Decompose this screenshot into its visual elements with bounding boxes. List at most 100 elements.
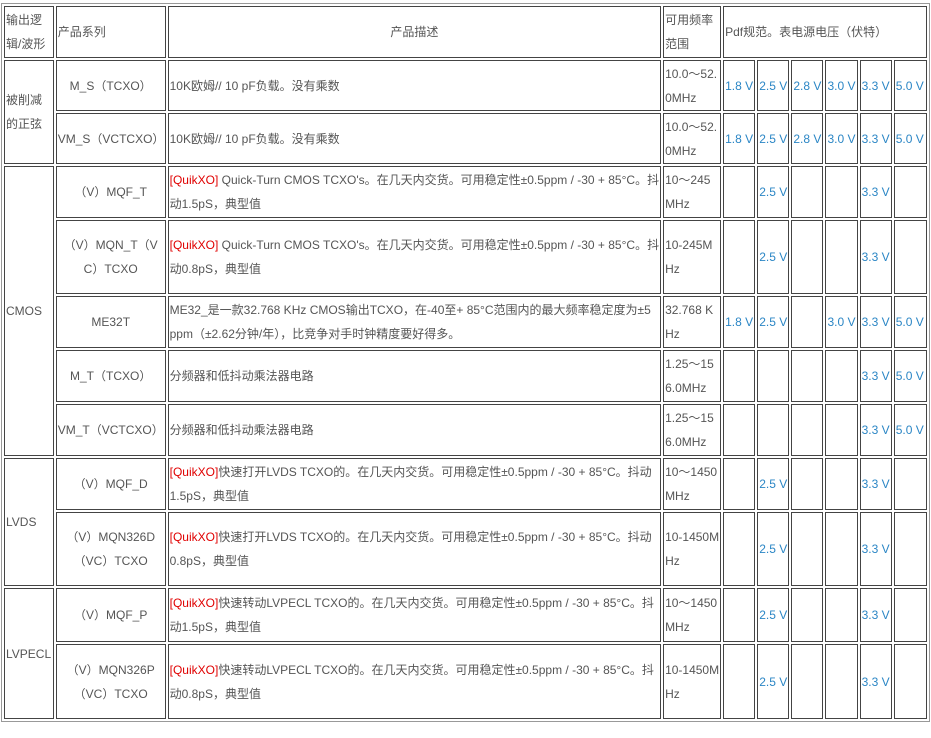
voltage-cell [791,404,824,456]
voltage-cell [723,166,756,218]
voltage-cell [723,512,756,586]
voltage-cell [825,220,858,294]
voltage-cell[interactable]: 2.8 V [791,113,824,164]
freq-cell: 32.768 KHz [663,296,722,348]
description-text: 分频器和低抖动乘法器电路 [169,423,314,437]
series-cell: M_S（TCXO） [55,60,166,111]
voltage-cell[interactable]: 3.3 V [859,350,892,402]
description-cell: [QuikXO] Quick-Turn CMOS TCXO's。在几天内交货。可… [167,220,662,294]
description-text: 快速打开LVDS TCXO的。在几天内交货。可用稳定性±0.5ppm / -30… [169,465,652,503]
quikxo-tag[interactable]: [QuikXO] [169,530,219,544]
voltage-cell [757,404,790,456]
description-cell: [QuikXO]快速转动LVPECL TCXO的。在几天内交货。可用稳定性±0.… [167,588,662,642]
voltage-cell[interactable]: 3.3 V [859,644,892,719]
voltage-cell[interactable]: 3.0 V [825,296,858,348]
quikxo-tag[interactable]: [QuikXO] [169,596,219,610]
logic-cell: CMOS [4,166,54,456]
table-row: （V）MQN326P（VC）TCXO [QuikXO]快速转动LVPECL TCX… [4,644,927,719]
voltage-cell[interactable]: 2.8 V [791,60,824,111]
voltage-cell [791,588,824,642]
voltage-cell[interactable]: 3.0 V [825,60,858,111]
voltage-cell[interactable]: 2.5 V [757,220,790,294]
description-text: 快速转动LVPECL TCXO的。在几天内交货。可用稳定性±0.5ppm / -… [169,596,654,634]
voltage-cell[interactable]: 3.3 V [859,220,892,294]
voltage-cell [825,458,858,510]
header-freq: 可用频率范围 [663,6,722,58]
table-row: LVPECL （V）MQF_P [QuikXO]快速转动LVPECL TCXO的。在… [4,588,927,719]
voltage-cell [791,458,824,510]
voltage-cell [791,296,824,348]
voltage-cell[interactable]: 2.5 V [757,60,790,111]
description-text: 快速打开LVDS TCXO的。在几天内交货。可用稳定性±0.5ppm / -30… [169,530,652,568]
freq-cell: 1.25～156.0MHz [663,404,722,456]
quikxo-tag[interactable]: [QuikXO] [169,662,219,677]
voltage-cell [893,644,927,719]
voltage-cell[interactable]: 3.3 V [859,60,892,111]
voltage-cell[interactable]: 3.3 V [859,296,892,348]
voltage-cell[interactable]: 2.5 V [757,113,790,164]
voltage-cell [825,404,858,456]
voltage-cell[interactable]: 2.5 V [757,512,790,586]
product-table: 输出逻辑/波形 产品系列 产品描述 可用频率范围 Pdf规范。表电源电压（伏特）… [1,3,930,722]
voltage-cell [893,166,927,218]
description-cell: [QuikXO]快速打开LVDS TCXO的。在几天内交货。可用稳定性±0.5p… [167,458,662,510]
voltage-cell[interactable]: 1.8 V [723,60,756,111]
table-row: （V）MQN_T（VC）TCXO [QuikXO] Quick-Turn CMOS… [4,220,927,294]
header-description: 产品描述 [167,6,662,58]
voltage-cell[interactable]: 2.5 V [757,644,790,719]
voltage-cell[interactable]: 3.3 V [859,588,892,642]
voltage-cell [893,588,927,642]
voltage-cell[interactable]: 3.3 V [859,512,892,586]
voltage-cell [893,512,927,586]
quikxo-tag[interactable]: [QuikXO] [169,238,219,252]
quikxo-tag[interactable]: [QuikXO] [169,173,219,187]
description-text: Quick-Turn CMOS TCXO's。在几天内交货。可用稳定性±0.5p… [169,173,660,211]
voltage-cell[interactable]: 3.3 V [859,113,892,164]
voltage-cell[interactable]: 5.0 V [893,404,927,456]
voltage-cell[interactable]: 2.5 V [757,166,790,218]
voltage-cell [825,350,858,402]
table-row: VM_S（VCTCXO） 10K欧姆// 10 pF负载。没有乘数 10.0～52.… [4,113,927,164]
voltage-cell [791,350,824,402]
freq-cell: 10～1450 MHz [663,458,722,510]
voltage-cell[interactable]: 2.5 V [757,458,790,510]
voltage-cell[interactable]: 5.0 V [893,350,927,402]
voltage-cell[interactable]: 3.0 V [825,113,858,164]
freq-cell: 10.0～52.0MHz [663,113,722,164]
quikxo-tag[interactable]: [QuikXO] [169,465,219,479]
header-row: 输出逻辑/波形 产品系列 产品描述 可用频率范围 Pdf规范。表电源电压（伏特） [4,6,927,58]
table-row: 被削减的正弦 M_S（TCXO） 10K欧姆// 10 pF负载。没有乘数 10.0～… [4,60,927,164]
voltage-cell[interactable]: 2.5 V [757,588,790,642]
table-row: （V）MQN326D（VC）TCXO [QuikXO]快速打开LVDS TCXO的… [4,512,927,586]
voltage-cell[interactable]: 1.8 V [723,296,756,348]
voltage-cell[interactable]: 3.3 V [859,458,892,510]
voltage-cell[interactable]: 5.0 V [893,296,927,348]
freq-cell: 10.0～52.0MHz [663,60,722,111]
freq-cell: 10-1450MHz [663,644,722,719]
voltage-cell[interactable]: 3.3 V [859,166,892,218]
description-text: 快速转动LVPECL TCXO的。在几天内交货。可用稳定性±0.5ppm / -… [169,662,654,701]
voltage-cell[interactable]: 1.8 V [723,113,756,164]
table-row: CMOS （V）MQF_T [QuikXO] Quick-Turn CMOS TCX… [4,166,927,456]
voltage-cell[interactable]: 5.0 V [893,60,927,111]
description-cell: 10K欧姆// 10 pF负载。没有乘数 [167,60,662,111]
voltage-cell[interactable]: 2.5 V [757,296,790,348]
freq-cell: 1.25～156.0MHz [663,350,722,402]
series-cell: （V）MQN_T（VC）TCXO [55,220,166,294]
voltage-cell [723,350,756,402]
voltage-cell [791,512,824,586]
voltage-cell[interactable]: 3.3 V [859,404,892,456]
description-text: 10K欧姆// 10 pF负载。没有乘数 [169,78,340,93]
description-cell: [QuikXO]快速打开LVDS TCXO的。在几天内交货。可用稳定性±0.5p… [167,512,662,586]
voltage-cell [825,588,858,642]
series-cell: （V）MQF_D [55,458,166,510]
voltage-cell [825,512,858,586]
voltage-cell [723,588,756,642]
voltage-cell [723,644,756,719]
description-text: Quick-Turn CMOS TCXO's。在几天内交货。可用稳定性±0.5p… [169,238,660,276]
voltage-cell[interactable]: 5.0 V [893,113,927,164]
series-cell: （V）MQN326D（VC）TCXO [55,512,166,586]
table-row: LVDS （V）MQF_D [QuikXO]快速打开LVDS TCXO的。在几天内交… [4,458,927,586]
series-cell: （V）MQN326P（VC）TCXO [55,644,166,719]
voltage-cell [791,644,824,719]
